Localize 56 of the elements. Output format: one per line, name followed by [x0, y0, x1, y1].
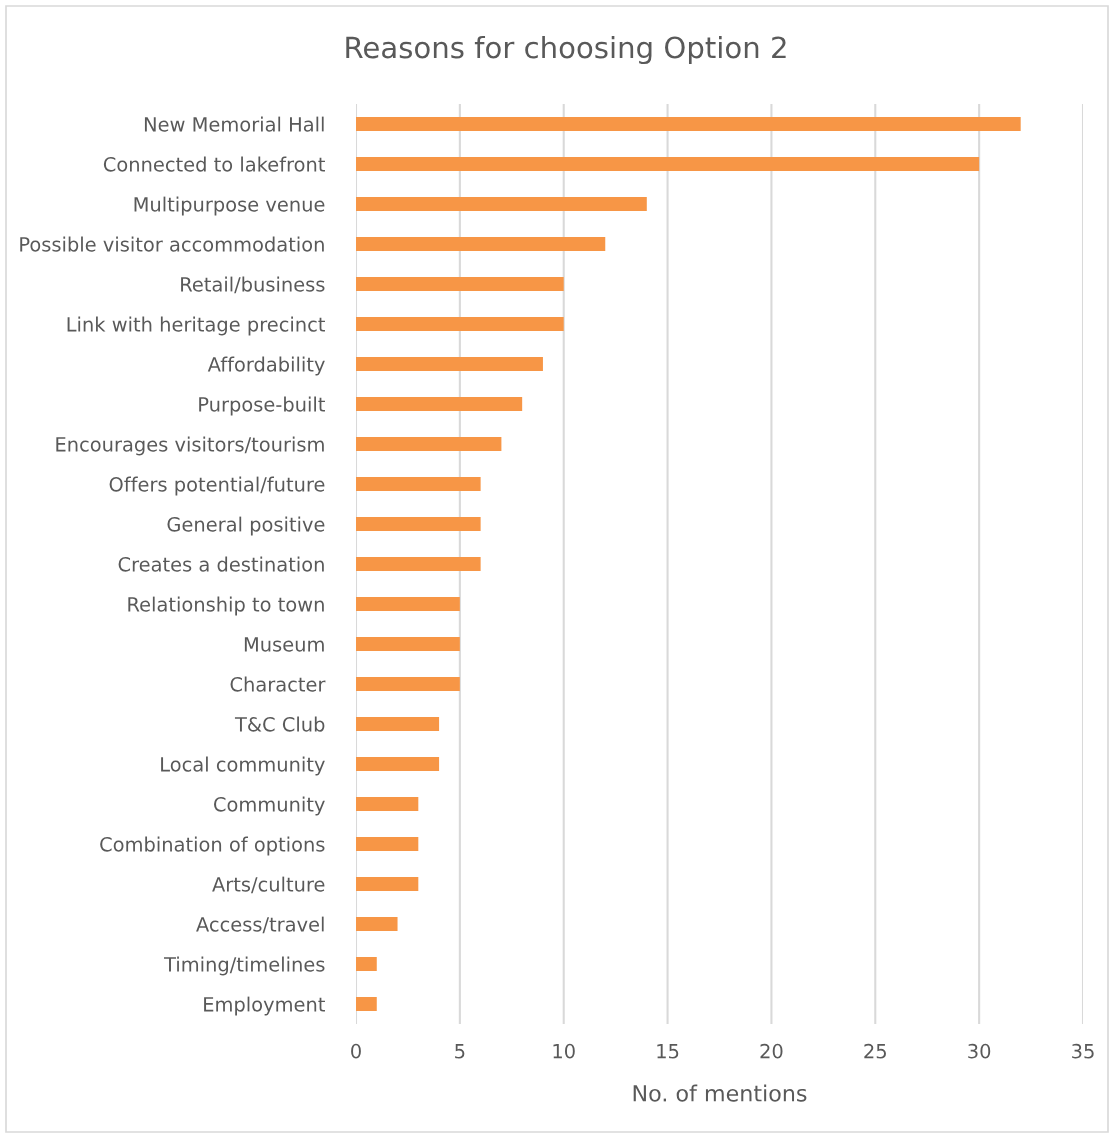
x-tick-label: 20 [760, 1043, 783, 1059]
bar [356, 117, 1021, 131]
y-tick-label: General positive [167, 516, 325, 536]
y-tick-label: Offers potential/future [109, 476, 325, 496]
y-tick-label: Possible visitor accommodation [20, 236, 324, 252]
bar [356, 317, 564, 331]
y-tick-label: Creates a destination [118, 556, 324, 572]
y-tick-label: Multipurpose venue [134, 196, 325, 216]
x-tick-label: 0 [351, 1043, 361, 1059]
bar [356, 637, 460, 651]
x-tick-label: 35 [1072, 1043, 1094, 1059]
x-tick-label: 15 [657, 1044, 679, 1059]
y-tick-label: Encourages visitors/tourism [56, 436, 324, 456]
y-tick-label: Retail/business [181, 276, 325, 294]
bar [356, 277, 564, 291]
bar [356, 517, 481, 531]
y-tick-label: Combination of options [100, 836, 325, 856]
y-tick-label: Community [214, 796, 325, 816]
bar [356, 757, 440, 771]
bar [356, 477, 481, 491]
bar [356, 397, 523, 411]
x-tick-label: 25 [864, 1043, 886, 1059]
y-tick-label: Access/travel [196, 916, 324, 934]
bar [356, 957, 377, 971]
bar [356, 837, 419, 851]
bar [356, 597, 460, 611]
bar [356, 557, 481, 571]
y-tick-label: Local community [161, 756, 325, 776]
y-tick-label: Purpose-built [199, 396, 325, 416]
x-axis-title: No. of mentions [633, 1084, 807, 1102]
x-tick-label: 10 [553, 1043, 575, 1059]
bar [356, 997, 377, 1011]
bar [356, 797, 419, 811]
y-tick-label: Museum [244, 637, 324, 652]
x-tick-label: 30 [968, 1043, 991, 1059]
y-tick-label: Employment [204, 996, 325, 1016]
y-tick-label: Affordability [207, 356, 325, 376]
x-tick-label: 5 [455, 1044, 465, 1059]
bar [356, 717, 440, 731]
y-tick-label: Character [230, 676, 326, 692]
y-tick-label: T&C Club [234, 716, 325, 732]
y-tick-label: Timing/timelines [164, 956, 325, 976]
bar [356, 237, 606, 251]
bar [356, 157, 980, 171]
bar [356, 437, 502, 451]
bar [356, 917, 398, 931]
bar [356, 877, 419, 891]
y-tick-label: Connected to lakefront [103, 156, 325, 172]
chart-title: Reasons for choosing Option 2 [346, 35, 786, 65]
y-tick-label: Arts/culture [212, 876, 325, 894]
bar [356, 357, 543, 371]
y-tick-label: Relationship to town [128, 596, 324, 616]
bar [356, 677, 460, 691]
y-tick-label: New Memorial Hall [144, 116, 324, 132]
y-tick-label: Link with heritage precinct [67, 316, 325, 336]
bar [356, 197, 647, 211]
